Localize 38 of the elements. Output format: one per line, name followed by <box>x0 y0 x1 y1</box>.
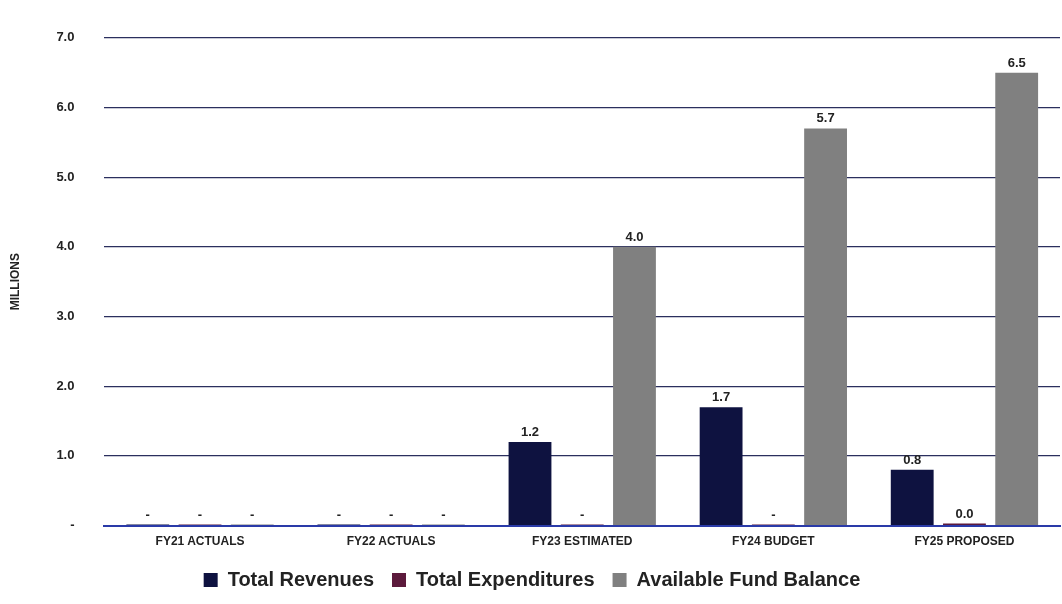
y-tick-label: 7.0 <box>56 29 75 45</box>
x-tick-label: FY21 ACTUALS <box>155 534 245 549</box>
legend-label: Total Revenues <box>227 567 375 590</box>
y-tick-label: 4.0 <box>56 238 75 254</box>
data-label: - <box>197 506 203 522</box>
data-label: 0.0 <box>955 505 974 521</box>
x-tick-label: FY22 ACTUALS <box>346 534 436 549</box>
data-label: - <box>580 506 585 522</box>
data-label: - <box>441 506 446 522</box>
data-label: - <box>771 506 776 522</box>
data-label: 4.0 <box>625 228 644 244</box>
bar <box>508 441 552 525</box>
y-tick-label: 1.0 <box>56 447 75 463</box>
bar <box>804 128 847 525</box>
data-label: - <box>145 506 150 522</box>
bar <box>699 407 743 525</box>
bar <box>995 72 1039 525</box>
y-axis-title: MILLIONS <box>7 253 22 311</box>
x-tick-label: FY25 PROPOSED <box>914 534 1015 549</box>
data-label: 1.7 <box>712 389 731 405</box>
y-tick-label: 6.0 <box>56 99 75 115</box>
legend-label: Available Fund Balance <box>636 567 861 590</box>
data-label: 6.5 <box>1007 54 1026 70</box>
data-label: 0.8 <box>903 451 922 467</box>
y-tick-label: 3.0 <box>56 308 75 324</box>
y-tick-label: 5.0 <box>56 168 75 184</box>
data-label: - <box>250 506 255 522</box>
data-label: 1.2 <box>520 424 540 440</box>
data-label: 5.7 <box>816 110 835 126</box>
data-label: - <box>336 506 342 522</box>
legend-label: Total Expenditures <box>416 567 595 590</box>
y-tick-label: 2.0 <box>56 377 75 393</box>
bar <box>613 246 656 525</box>
data-label: - <box>388 506 394 522</box>
y-tick-label: - <box>70 517 75 533</box>
x-tick-label: FY23 ESTIMATED <box>532 534 633 549</box>
x-tick-label: FY24 BUDGET <box>732 534 816 549</box>
bar <box>890 469 934 525</box>
